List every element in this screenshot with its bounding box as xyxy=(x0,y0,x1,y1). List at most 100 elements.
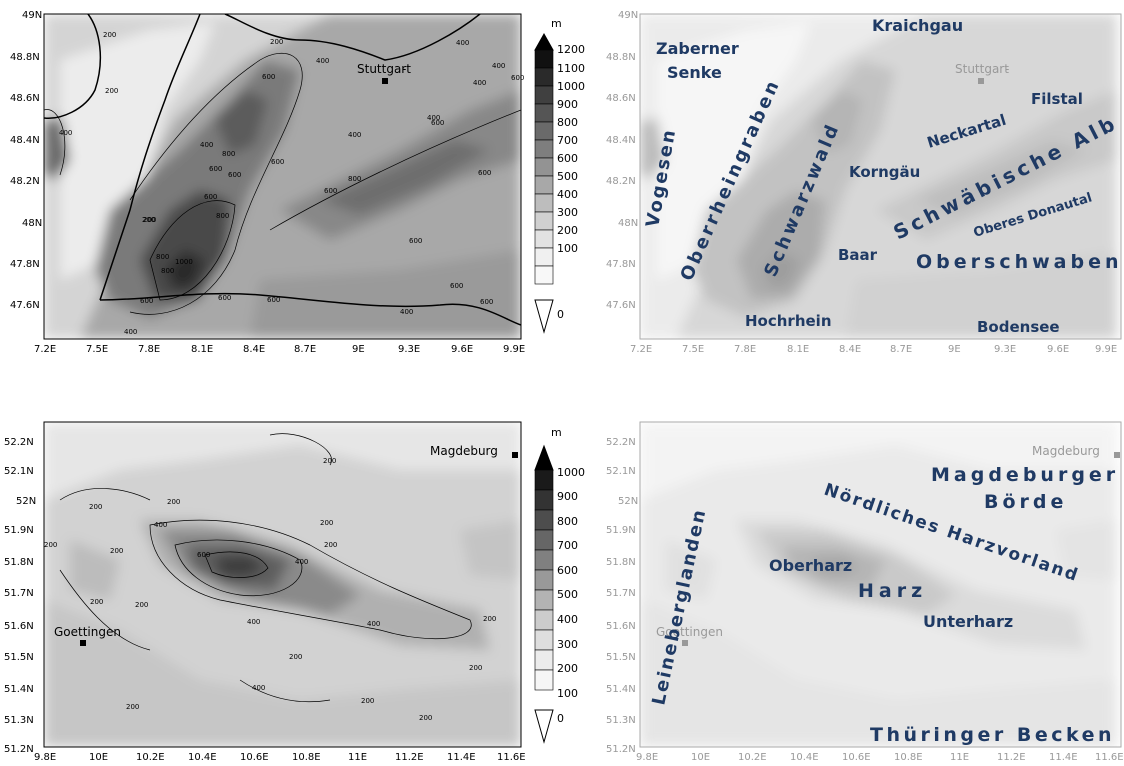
contour-label: 200 xyxy=(103,31,116,39)
city-label-dash: - xyxy=(402,62,406,76)
x-tick: 10.6E xyxy=(240,752,269,762)
contour-label: 400 xyxy=(348,131,361,139)
colorbar-label: 100 xyxy=(557,687,578,700)
city-label-magdeburg: Magdeburg xyxy=(1032,444,1100,458)
x-tick: 10.4E xyxy=(790,752,819,762)
y-tick: 51.7N xyxy=(606,588,636,599)
x-tick: 11.4E xyxy=(447,752,476,762)
contour-label: 400 xyxy=(400,308,413,316)
x-tick: 9.8E xyxy=(34,752,56,762)
x-tick: 10.2E xyxy=(136,752,165,762)
y-tick: 51.2N xyxy=(4,744,34,755)
city-label-magdeburg: Magdeburg xyxy=(430,444,498,458)
y-tick: 49N xyxy=(22,10,42,21)
colorbar-label: 500 xyxy=(557,170,578,183)
y-tick: 48.6N xyxy=(606,93,636,104)
region-label: Kraichgau xyxy=(872,16,963,35)
x-tick: 9E xyxy=(948,344,961,355)
colorbar-1: m 1200 1100 1000 900 800 700 600 500 400… xyxy=(534,17,585,334)
city-marker-stuttgart xyxy=(382,78,388,84)
map2-labeled-axes: 52.2N 52.1N 52N 51.9N 51.8N 51.7N 51.6N … xyxy=(606,437,1124,763)
city-marker-goettingen xyxy=(682,640,688,646)
x-tick: 11.6E xyxy=(1095,752,1124,762)
map-frame xyxy=(43,13,522,340)
x-tick: 8.1E xyxy=(787,344,809,355)
region-label: Harz xyxy=(858,580,927,602)
region-label: Unterharz xyxy=(923,612,1013,631)
x-tick: 10E xyxy=(691,752,710,762)
city-label-goettingen: Goettingen xyxy=(656,625,723,639)
city-marker-stuttgart xyxy=(978,78,984,84)
x-tick: 9.6E xyxy=(451,344,473,355)
contour-label: 400 xyxy=(252,684,265,692)
colorbar-label: 800 xyxy=(557,116,578,129)
x-tick: 10E xyxy=(89,752,108,762)
contour-label: 200 xyxy=(90,598,103,606)
x-tick: 8.7E xyxy=(294,344,316,355)
y-tick: 48.8N xyxy=(10,52,40,63)
x-tick: 7.2E xyxy=(34,344,56,355)
colorbar-label: 300 xyxy=(557,638,578,651)
contour-label: 400 xyxy=(316,57,329,65)
colorbar-label: 200 xyxy=(557,224,578,237)
contour-label: 800 xyxy=(222,150,235,158)
y-tick: 51.8N xyxy=(606,557,636,568)
contour-label: 1000 xyxy=(175,258,193,266)
map1-axes: 49N 48.8N 48.6N 48.4N 48.2N 48N 47.8N 47… xyxy=(10,10,525,355)
map2-contour-labels: 200 200 200 200 200 400 200 200 200 600 … xyxy=(44,457,496,722)
x-tick: 9.6E xyxy=(1047,344,1069,355)
contour-label: 400 xyxy=(492,62,505,70)
colorbar-label: 1200 xyxy=(557,43,585,56)
y-tick: 52.1N xyxy=(606,466,636,477)
city-label-stuttgart: Stuttgart xyxy=(357,62,411,76)
contour-label: 800 xyxy=(156,253,169,261)
y-tick: 52.1N xyxy=(4,466,34,477)
contour-label: 200 xyxy=(89,503,102,511)
city-label-dash: - xyxy=(1005,62,1009,76)
colorbar-label: 100 xyxy=(557,242,578,255)
y-tick: 51.3N xyxy=(606,715,636,726)
contour-label: 600 xyxy=(140,297,153,305)
contour-label: 600 xyxy=(197,551,210,559)
x-tick: 8.1E xyxy=(191,344,213,355)
contour-label: 600 xyxy=(450,282,463,290)
contour-label: 400 xyxy=(295,558,308,566)
region-label: Börde xyxy=(984,491,1067,513)
colorbar-unit: m xyxy=(551,426,562,439)
map1-contour-labels: 200 200 200 400 400 400 600 600 400 400 … xyxy=(59,31,524,336)
contour-label: 200 xyxy=(270,38,283,46)
contour-label: 400 xyxy=(200,141,213,149)
map1-labeled: Stuttgart - Zaberner Senke Kraichgau Fil… xyxy=(639,13,1122,340)
region-label: Hochrhein xyxy=(745,312,832,330)
y-tick: 52N xyxy=(618,496,638,507)
terrain-shading xyxy=(44,14,521,339)
contour-label: 600 xyxy=(262,73,275,81)
x-tick: 7.5E xyxy=(86,344,108,355)
contour-label: 600 xyxy=(218,294,231,302)
x-tick: 7.2E xyxy=(630,344,652,355)
contour-label: 200 xyxy=(289,653,302,661)
contour-label: 600 xyxy=(480,298,493,306)
contour-label: 200 xyxy=(142,216,155,224)
y-tick: 48N xyxy=(618,218,638,229)
y-tick: 52N xyxy=(16,496,36,507)
y-tick: 51.5N xyxy=(606,652,636,663)
contour-label: 400 xyxy=(456,39,469,47)
colorbar-label: 800 xyxy=(557,515,578,528)
contour-label: 600 xyxy=(271,158,284,166)
y-tick: 47.6N xyxy=(10,300,40,311)
x-tick: 9E xyxy=(352,344,365,355)
y-tick: 48.4N xyxy=(10,135,40,146)
map-frame xyxy=(639,13,1122,340)
x-tick: 10.6E xyxy=(842,752,871,762)
colorbar-2: m 1000 900 800 700 600 500 400 300 200 1… xyxy=(534,426,585,744)
x-tick: 11E xyxy=(348,752,367,762)
y-tick: 51.6N xyxy=(4,621,34,632)
contour-label: 200 xyxy=(105,87,118,95)
x-tick: 11.2E xyxy=(395,752,424,762)
y-tick: 47.8N xyxy=(10,259,40,270)
borders xyxy=(44,14,521,326)
contour-label: 800 xyxy=(348,175,361,183)
contour-label: 200 xyxy=(110,547,123,555)
y-tick: 48.8N xyxy=(606,52,636,63)
